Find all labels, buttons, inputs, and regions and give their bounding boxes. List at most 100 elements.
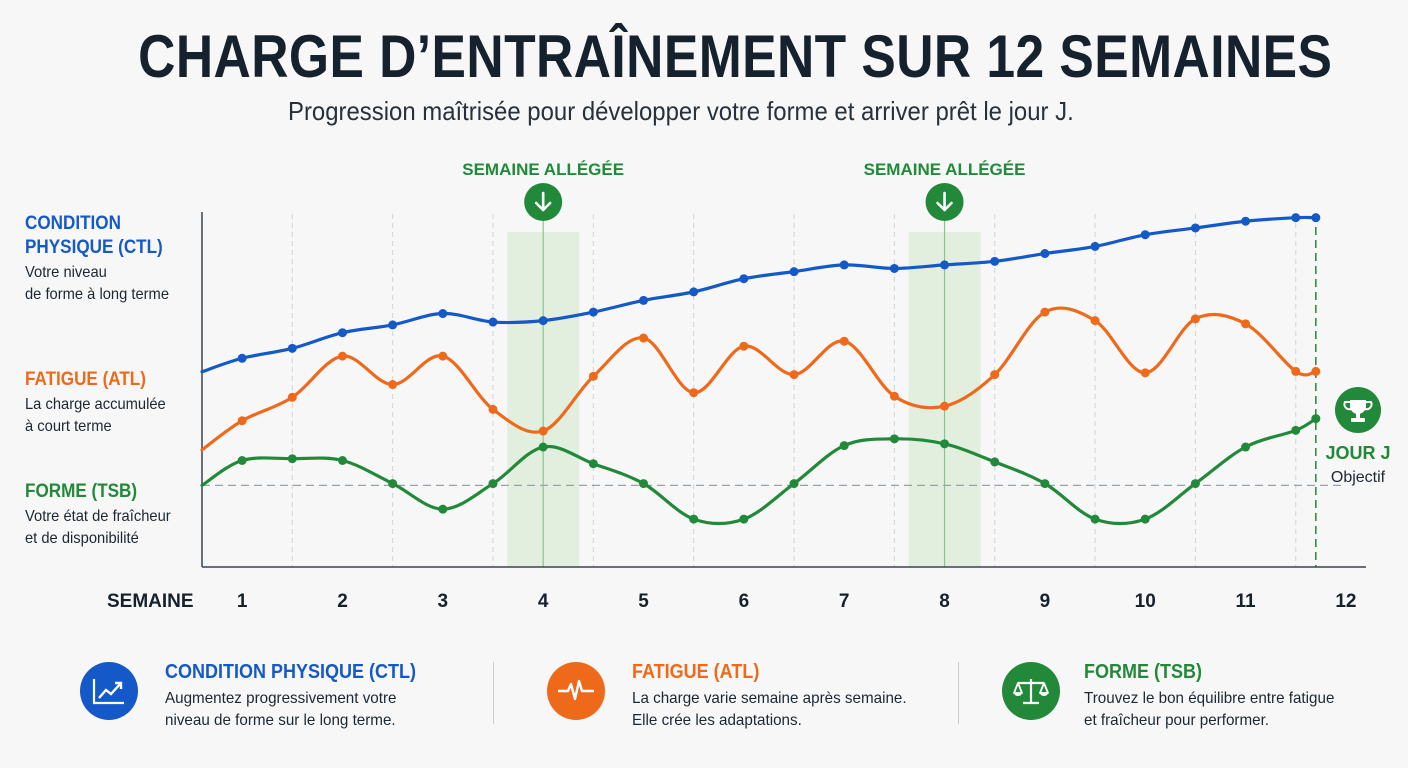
- data-point: [337, 456, 347, 465]
- x-axis-label: SEMAINE: [107, 591, 194, 612]
- data-point: [990, 370, 1000, 380]
- data-point: [1311, 414, 1321, 424]
- data-point: [990, 457, 1000, 467]
- data-point: [1311, 213, 1321, 223]
- data-point: [337, 351, 347, 361]
- x-tick-label: 3: [438, 591, 449, 612]
- arrow-down-glyph: [534, 191, 552, 212]
- deload-label: SEMAINE ALLÉGÉE: [462, 160, 624, 179]
- data-point: [438, 309, 448, 319]
- arrow-down-glyph: [936, 191, 953, 212]
- legend-ctl-desc-2: niveau de forme sur le long terme.: [165, 712, 396, 729]
- x-tick-label: 12: [1335, 591, 1356, 612]
- data-point: [739, 341, 749, 351]
- x-tick-label: 7: [839, 591, 850, 612]
- x-tick-label: 5: [638, 591, 649, 612]
- series-line-1: [200, 215, 1318, 374]
- x-tick-label: 6: [739, 591, 750, 612]
- data-point: [1291, 425, 1301, 435]
- data-point: [287, 454, 297, 464]
- data-point: [588, 459, 598, 469]
- data-point: [1090, 514, 1100, 524]
- data-point: [889, 391, 899, 401]
- data-point: [639, 479, 649, 489]
- data-point: [488, 479, 498, 489]
- side-ctl-title-2: PHYSIQUE (CTL): [25, 237, 163, 258]
- data-point: [739, 514, 749, 524]
- data-point: [538, 442, 548, 452]
- side-tsb-title: FORME (TSB): [25, 481, 138, 502]
- data-point: [1140, 230, 1150, 240]
- x-tick-label: 10: [1135, 591, 1156, 612]
- data-point: [789, 370, 799, 380]
- data-point: [1291, 213, 1301, 223]
- side-tsb-desc-2: et de disponibilité: [25, 530, 139, 547]
- legend-divider: [958, 662, 959, 724]
- legend-atl-text: FATIGUE (ATL) La charge varie semaine ap…: [632, 660, 921, 732]
- goal-marker: JOUR J Objectif: [1325, 387, 1391, 486]
- data-point: [388, 320, 398, 330]
- data-point: [1190, 314, 1200, 324]
- x-tick-label: 8: [939, 591, 950, 612]
- series-line-3: [200, 417, 1318, 526]
- data-point: [438, 351, 448, 361]
- data-point: [1241, 319, 1251, 329]
- legend-atl-desc-2: Elle crée les adaptations.: [632, 712, 802, 729]
- x-tick-label: 2: [337, 591, 348, 612]
- legend-divider: [493, 662, 494, 724]
- data-point: [889, 263, 899, 273]
- legend-atl-desc-1: La charge varie semaine après semaine.: [632, 690, 907, 707]
- side-label-ctl: CONDITION PHYSIQUE (CTL) Votre niveau de…: [25, 212, 182, 306]
- data-point: [1190, 479, 1200, 489]
- data-point: [940, 401, 950, 411]
- data-point: [1040, 479, 1050, 489]
- data-point: [388, 380, 398, 390]
- trophy-glyph: [1343, 400, 1373, 422]
- data-point: [1241, 216, 1251, 226]
- data-point: [1241, 442, 1251, 452]
- data-point: [438, 504, 448, 514]
- data-point: [237, 353, 247, 363]
- legend-ctl-title: CONDITION PHYSIQUE (CTL): [165, 661, 417, 683]
- data-point: [1140, 368, 1150, 378]
- data-point: [1311, 366, 1321, 376]
- data-point: [639, 333, 649, 343]
- data-point: [287, 392, 297, 402]
- x-tick-label: 4: [538, 591, 549, 612]
- data-point: [839, 336, 849, 346]
- heartbeat-icon: [547, 662, 605, 720]
- page-title: CHARGE D’ENTRAÎNEMENT SUR 12 SEMAINES: [138, 23, 1333, 90]
- data-point: [538, 316, 548, 326]
- side-label-atl: FATIGUE (ATL) La charge accumulée à cour…: [25, 368, 178, 438]
- data-point: [588, 371, 598, 381]
- legend-tsb-text: FORME (TSB) Trouvez le bon équilibre ent…: [1084, 660, 1348, 732]
- data-point: [237, 456, 247, 465]
- data-point: [689, 287, 699, 297]
- x-tick-label: 9: [1040, 591, 1051, 612]
- data-point: [488, 404, 498, 414]
- data-point: [1040, 249, 1050, 259]
- side-ctl-desc-1: Votre niveau: [25, 264, 107, 281]
- data-point: [940, 260, 950, 270]
- data-point: [488, 317, 498, 327]
- data-point: [990, 256, 1000, 266]
- data-point: [1140, 514, 1150, 524]
- data-point: [1090, 241, 1100, 251]
- data-point: [839, 441, 849, 451]
- data-point: [1190, 223, 1200, 233]
- data-point: [889, 434, 899, 444]
- data-point: [739, 274, 749, 284]
- legend-tsb-desc-1: Trouvez le bon équilibre entre fatigue: [1084, 690, 1335, 707]
- x-tick-label: 1: [237, 591, 248, 612]
- legend-atl-title: FATIGUE (ATL): [632, 661, 760, 683]
- data-point: [388, 479, 398, 489]
- data-point: [1040, 307, 1050, 317]
- data-point: [689, 388, 699, 398]
- goal-title: JOUR J: [1325, 443, 1390, 463]
- side-ctl-title-1: CONDITION: [25, 213, 121, 234]
- trend-chart-icon: [80, 662, 138, 720]
- legend-tsb-title: FORME (TSB): [1084, 661, 1202, 683]
- side-atl-desc-1: La charge accumulée: [25, 396, 166, 413]
- data-point: [588, 307, 598, 317]
- data-point: [940, 439, 950, 449]
